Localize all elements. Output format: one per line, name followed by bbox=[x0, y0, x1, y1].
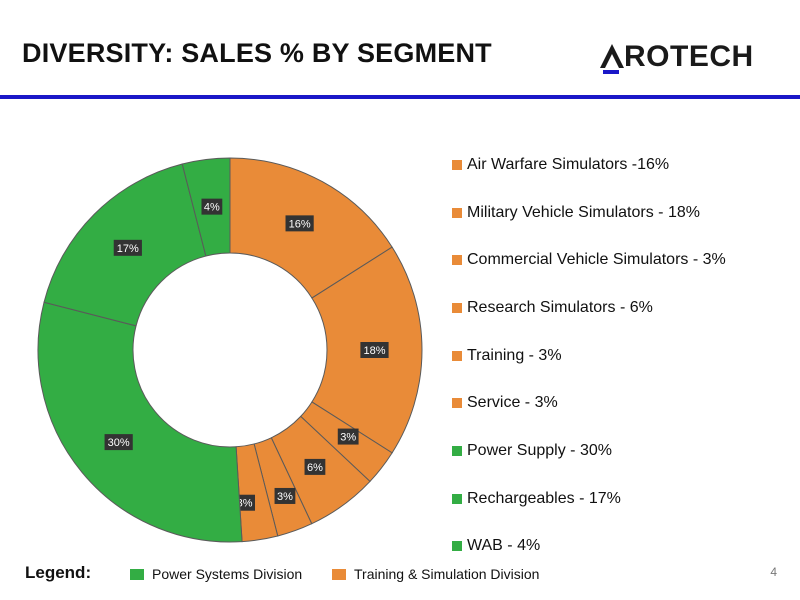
legend-item: WAB - 4% bbox=[452, 523, 792, 571]
legend-text: Training - 3% bbox=[467, 346, 562, 364]
legend-item: Service - 3% bbox=[452, 379, 792, 427]
data-label-military-vehicle-simulators: 18% bbox=[360, 342, 389, 358]
training-simulation-label: Training & Simulation Division bbox=[354, 566, 540, 582]
data-label-power-supply: 30% bbox=[104, 434, 133, 451]
chart-legend: Air Warfare Simulators -16% Military Vehi… bbox=[452, 141, 792, 570]
donut-chart: 16% 18% 3% 6% 3% 3% 30% 17% 4% bbox=[37, 157, 423, 543]
power-systems-swatch bbox=[130, 568, 144, 580]
power-systems-label: Power Systems Division bbox=[152, 566, 303, 582]
power-systems-key: Power Systems Division bbox=[130, 566, 302, 582]
data-label-text: 16% bbox=[289, 218, 311, 230]
legend-text: Air Warfare Simulators -16% bbox=[467, 155, 670, 173]
data-label-text: 3% bbox=[340, 432, 356, 444]
legend-item: Military Vehicle Simulators - 18% bbox=[452, 189, 792, 237]
data-label-bg bbox=[285, 215, 314, 232]
legend-item: Research Simulators - 6% bbox=[452, 284, 792, 332]
legend-item: Rechargeables - 17% bbox=[452, 475, 792, 523]
legend-item: Power Supply - 30% bbox=[452, 427, 792, 475]
page-number: 4 bbox=[770, 565, 777, 579]
legend-swatch bbox=[452, 159, 462, 170]
data-label-commercial-vehicle-simulators: 3% bbox=[337, 428, 359, 445]
data-label-rechargeables: 17% bbox=[113, 239, 142, 256]
legend-text: Service - 3% bbox=[467, 394, 558, 412]
data-label-research-simulators: 6% bbox=[304, 458, 326, 475]
legend-swatch bbox=[452, 445, 462, 456]
data-label-text: 4% bbox=[204, 202, 220, 214]
training-simulation-key: Training & Simulation Division bbox=[332, 566, 539, 582]
training-simulation-swatch bbox=[332, 568, 346, 580]
legend-swatch bbox=[452, 541, 462, 552]
legend-text: Military Vehicle Simulators - 18% bbox=[467, 203, 700, 221]
data-label-text: 30% bbox=[108, 437, 130, 449]
legend-swatch bbox=[452, 207, 462, 218]
data-label-text: 17% bbox=[117, 243, 139, 255]
logo-a-icon bbox=[600, 44, 624, 74]
legend-swatch bbox=[452, 398, 462, 409]
logo-text: ROTECH bbox=[624, 40, 754, 73]
legend-text: Research Simulators - 6% bbox=[467, 298, 653, 316]
data-label-bg bbox=[104, 434, 133, 451]
arotech-logo: ROTECH bbox=[600, 40, 770, 80]
legend-text: Rechargeables - 17% bbox=[467, 489, 621, 507]
legend-item: Training - 3% bbox=[452, 332, 792, 380]
data-label-text: 6% bbox=[307, 462, 323, 474]
data-label-text: 18% bbox=[363, 345, 385, 357]
data-label-bg bbox=[201, 198, 223, 215]
page-title: DIVERSITY: SALES % BY SEGMENT bbox=[22, 38, 492, 68]
legend-label: Legend: bbox=[25, 563, 92, 582]
legend-swatch bbox=[452, 493, 462, 504]
data-label-bg bbox=[360, 342, 389, 358]
slice-power-supply bbox=[37, 301, 243, 543]
data-label-bg bbox=[274, 487, 296, 504]
data-label-air-warfare-simulators: 16% bbox=[285, 215, 314, 232]
legend-item: Air Warfare Simulators -16% bbox=[452, 141, 792, 189]
data-label-bg bbox=[304, 458, 326, 475]
legend-swatch bbox=[452, 255, 462, 266]
data-label-training: 3% bbox=[274, 487, 296, 504]
data-label-text: 3% bbox=[277, 491, 293, 503]
footer-legend: Legend: Power Systems Division Training … bbox=[25, 563, 785, 585]
data-label-bg bbox=[337, 428, 359, 445]
legend-text: Commercial Vehicle Simulators - 3% bbox=[467, 251, 726, 269]
header-rule bbox=[0, 95, 800, 99]
data-label-wab: 4% bbox=[201, 198, 223, 215]
legend-swatch bbox=[452, 350, 462, 361]
legend-text: WAB - 4% bbox=[467, 537, 541, 555]
data-label-text: 3% bbox=[237, 498, 253, 510]
data-label-bg bbox=[113, 239, 142, 256]
legend-text: Power Supply - 30% bbox=[467, 441, 612, 459]
legend-item: Commercial Vehicle Simulators - 3% bbox=[452, 236, 792, 284]
legend-swatch bbox=[452, 302, 462, 313]
